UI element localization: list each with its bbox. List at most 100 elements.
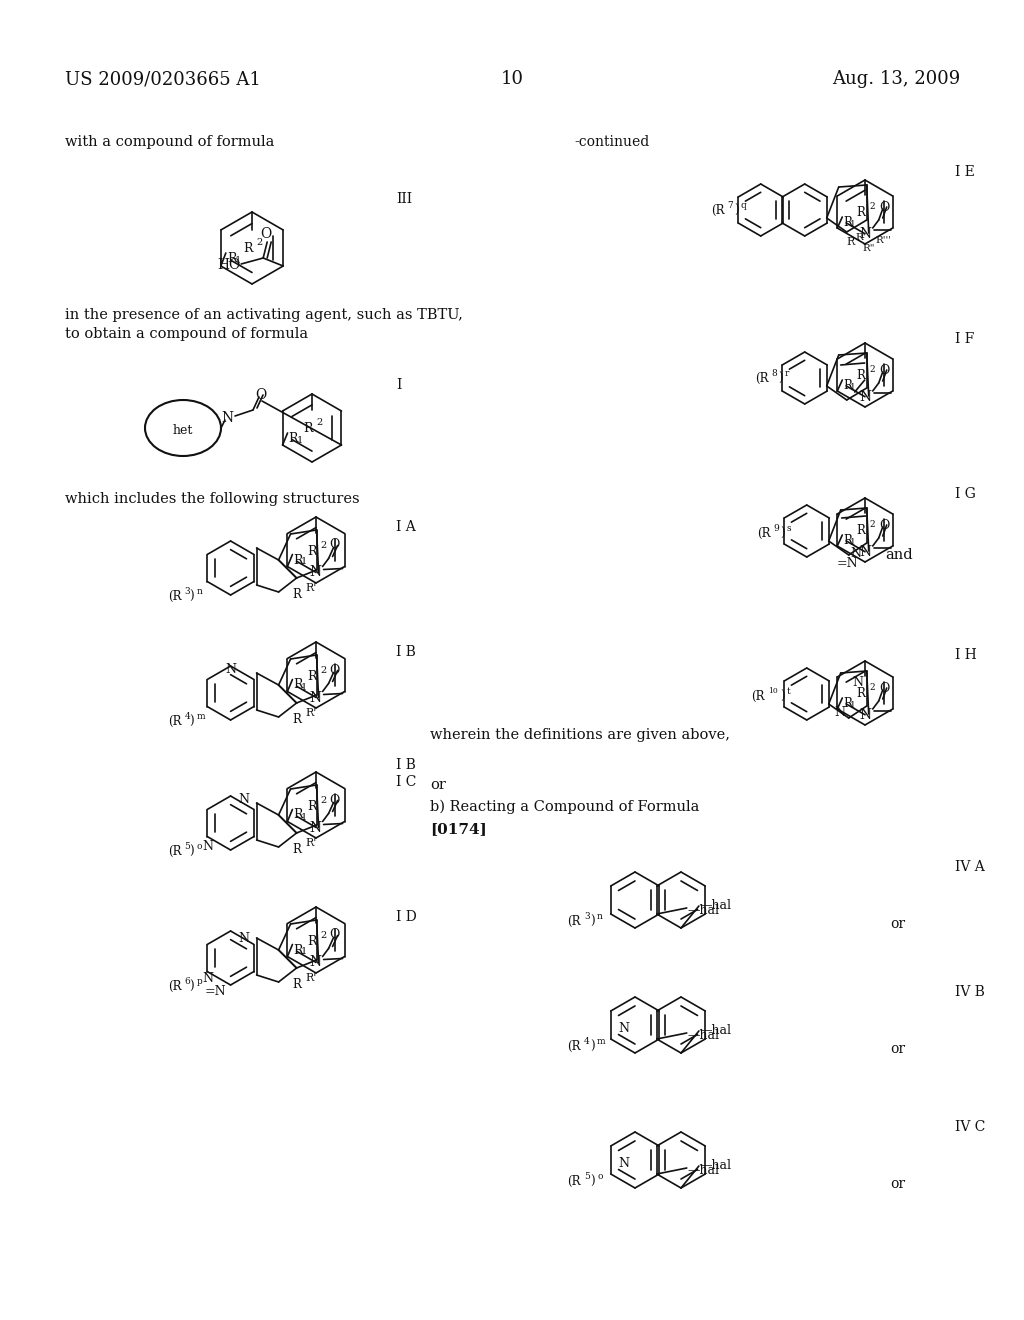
Text: —hal: —hal — [688, 904, 720, 917]
Text: R: R — [244, 242, 253, 255]
Text: 10: 10 — [768, 686, 777, 696]
Text: 2: 2 — [869, 682, 874, 692]
Text: which includes the following structures: which includes the following structures — [65, 492, 359, 506]
Text: R: R — [289, 432, 298, 445]
Text: (R: (R — [757, 527, 770, 540]
Text: ): ) — [777, 372, 782, 385]
Text: O: O — [260, 227, 271, 242]
Text: —hal: —hal — [699, 1024, 732, 1038]
Text: R": R" — [862, 244, 876, 253]
Text: ): ) — [779, 527, 784, 540]
Text: o: o — [197, 842, 202, 851]
Text: ): ) — [189, 590, 195, 603]
Text: in the presence of an activating agent, such as TBTU,: in the presence of an activating agent, … — [65, 308, 463, 322]
Text: R: R — [307, 800, 316, 813]
Text: 5: 5 — [184, 842, 190, 851]
Text: N: N — [309, 821, 322, 834]
Text: m: m — [597, 1038, 605, 1045]
Text: or: or — [430, 777, 445, 792]
Text: O: O — [330, 793, 340, 807]
Text: R: R — [307, 935, 316, 948]
Text: 1: 1 — [850, 383, 856, 392]
Text: R: R — [856, 370, 865, 381]
Text: 3: 3 — [184, 587, 190, 597]
Text: O: O — [255, 388, 266, 403]
Text: N: N — [225, 663, 237, 676]
Text: R: R — [844, 216, 852, 228]
Text: (R: (R — [755, 372, 768, 385]
Text: 9: 9 — [774, 524, 779, 533]
Text: R: R — [307, 545, 316, 558]
Text: 1: 1 — [234, 256, 241, 265]
Text: N: N — [309, 690, 322, 705]
Text: N: N — [860, 708, 871, 722]
Text: I F: I F — [955, 333, 975, 346]
Text: 1: 1 — [850, 701, 856, 710]
Text: ): ) — [590, 915, 595, 928]
Text: —hal: —hal — [688, 1030, 720, 1041]
Text: US 2009/0203665 A1: US 2009/0203665 A1 — [65, 70, 261, 88]
Text: or: or — [890, 1041, 905, 1056]
Text: ): ) — [189, 979, 195, 993]
Text: 1: 1 — [297, 436, 303, 445]
Text: N: N — [860, 389, 871, 404]
Text: 2: 2 — [319, 931, 327, 940]
Text: III: III — [396, 191, 412, 206]
Text: 1: 1 — [300, 948, 306, 957]
Text: (R: (R — [567, 915, 581, 928]
Text: R''': R''' — [876, 236, 892, 246]
Text: R: R — [844, 379, 852, 392]
Text: to obtain a compound of formula: to obtain a compound of formula — [65, 327, 308, 341]
Text: I E: I E — [955, 165, 975, 180]
Text: R: R — [293, 978, 301, 991]
Text: 2: 2 — [319, 541, 327, 550]
Text: 1: 1 — [300, 813, 306, 821]
Text: I D: I D — [396, 909, 417, 924]
Text: R: R — [227, 252, 237, 265]
Text: R': R' — [305, 708, 317, 718]
Text: R: R — [294, 808, 303, 821]
Text: with a compound of formula: with a compound of formula — [65, 135, 274, 149]
Text: O: O — [330, 539, 340, 552]
Text: O: O — [330, 928, 340, 941]
Text: (R: (R — [169, 845, 182, 858]
Text: n: n — [597, 912, 603, 921]
Text: N: N — [203, 840, 214, 853]
Text: R: R — [294, 678, 303, 692]
Text: (R: (R — [711, 205, 724, 216]
Text: 2: 2 — [316, 418, 323, 426]
Text: b) Reacting a Compound of Formula: b) Reacting a Compound of Formula — [430, 800, 699, 814]
Text: N: N — [239, 932, 250, 945]
Text: q: q — [740, 201, 746, 210]
Text: =N: =N — [837, 557, 858, 570]
Text: 4: 4 — [184, 711, 190, 721]
Text: N: N — [618, 1158, 629, 1170]
Text: =N: =N — [205, 985, 226, 998]
Text: r: r — [784, 370, 790, 378]
Text: R: R — [307, 671, 316, 682]
Text: R: R — [293, 843, 301, 855]
Text: or: or — [890, 917, 905, 931]
Text: IV B: IV B — [955, 985, 985, 999]
Text: N: N — [618, 1022, 629, 1035]
Text: 2: 2 — [869, 202, 874, 211]
Text: HO: HO — [217, 257, 241, 272]
Text: R: R — [856, 206, 865, 219]
Text: R: R — [293, 713, 301, 726]
Text: (R: (R — [169, 590, 182, 603]
Text: Aug. 13, 2009: Aug. 13, 2009 — [831, 70, 961, 88]
Text: —hal: —hal — [688, 1164, 720, 1177]
Text: 2: 2 — [319, 796, 327, 805]
Text: R: R — [293, 587, 301, 601]
Text: (R: (R — [169, 979, 182, 993]
Text: I B: I B — [396, 758, 416, 772]
Text: I: I — [396, 378, 401, 392]
Text: 3: 3 — [584, 912, 590, 921]
Text: 4: 4 — [584, 1038, 590, 1045]
Text: [0174]: [0174] — [430, 822, 486, 836]
Text: 8: 8 — [772, 370, 777, 378]
Text: R: R — [847, 238, 855, 247]
Text: IV C: IV C — [955, 1119, 985, 1134]
Text: N: N — [239, 793, 250, 807]
Text: wherein the definitions are given above,: wherein the definitions are given above, — [430, 729, 730, 742]
